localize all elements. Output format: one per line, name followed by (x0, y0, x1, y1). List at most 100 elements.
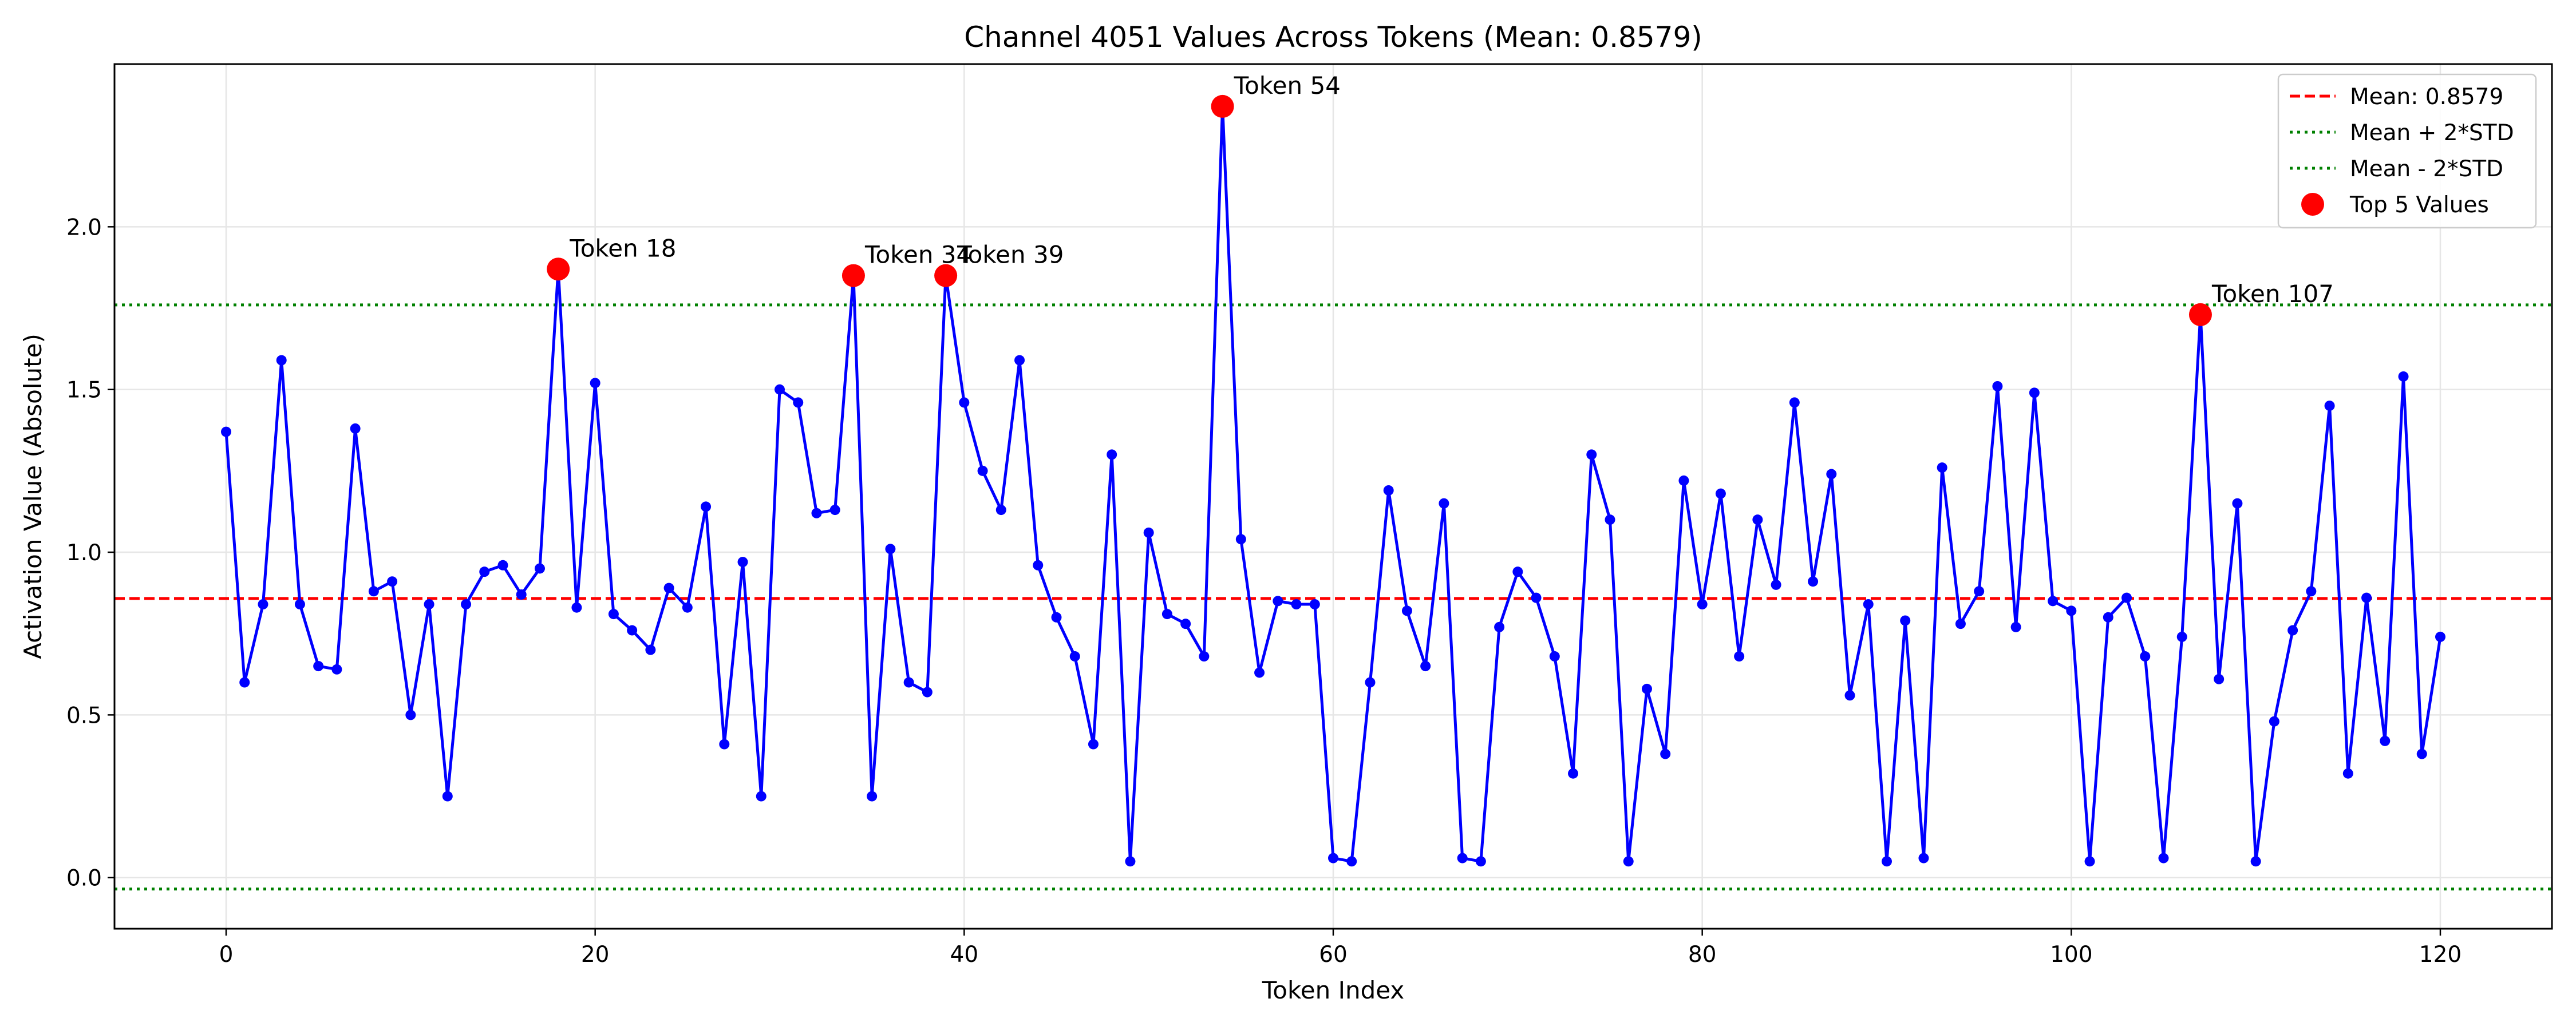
data-point (239, 677, 250, 688)
data-point (331, 664, 342, 675)
data-point (2416, 748, 2427, 759)
data-point (1125, 856, 1136, 867)
data-point (756, 791, 767, 802)
data-point (2250, 856, 2261, 867)
data-point (1180, 619, 1191, 629)
data-point (1881, 856, 1892, 867)
data-point (1107, 449, 1117, 460)
data-point (645, 644, 656, 655)
data-point (1328, 853, 1338, 863)
top-value-marker (841, 264, 865, 287)
data-point (1531, 592, 1542, 603)
data-point (1069, 651, 1080, 662)
data-point (2066, 605, 2077, 616)
data-point (1660, 748, 1671, 759)
data-point (627, 625, 638, 636)
data-point (1808, 576, 1819, 587)
data-point (221, 426, 232, 437)
data-point (1992, 381, 2003, 391)
y-tick-label: 2.0 (66, 215, 102, 240)
data-point (2361, 592, 2372, 603)
data-point (1235, 534, 1246, 545)
data-point (719, 739, 730, 750)
top-value-annotation: Token 107 (2211, 280, 2334, 308)
data-point (516, 589, 527, 600)
data-point (1309, 599, 1320, 610)
data-point (2342, 768, 2353, 779)
data-point (1291, 599, 1302, 610)
data-point (1383, 485, 1394, 496)
data-point (571, 602, 582, 613)
data-point (903, 677, 914, 688)
data-point (885, 544, 896, 554)
data-point (590, 378, 600, 389)
data-point (1752, 514, 1763, 525)
top-value-annotation: Token 39 (957, 241, 1064, 269)
x-tick-label: 0 (219, 942, 234, 968)
legend: Mean: 0.8579 Mean + 2*STD Mean - 2*STD Top … (2277, 73, 2537, 229)
data-point (1715, 488, 1726, 499)
data-point (1439, 498, 1449, 509)
data-point (1678, 475, 1689, 486)
data-point (405, 710, 416, 720)
data-point (1346, 856, 1357, 867)
data-point (2029, 387, 2040, 398)
legend-label: Mean - 2*STD (2350, 156, 2503, 182)
y-tick-label: 1.5 (66, 378, 102, 403)
data-point (258, 599, 268, 610)
legend-label: Mean + 2*STD (2350, 120, 2514, 146)
data-point (1955, 619, 1966, 629)
data-point (1365, 677, 1376, 688)
data-point (2103, 612, 2113, 623)
x-tick-label: 20 (581, 942, 610, 968)
data-point (1051, 612, 1062, 623)
x-tick-label: 100 (2050, 942, 2092, 968)
data-point (1568, 768, 1579, 779)
data-point (2435, 631, 2445, 642)
data-point (682, 602, 693, 613)
data-point (461, 599, 472, 610)
chart-title: Channel 4051 Values Across Tokens (Mean:… (964, 21, 1702, 54)
data-point (1974, 586, 1985, 597)
grid (114, 64, 2552, 929)
top-value-annotation: Token 18 (569, 234, 676, 262)
data-point (1512, 566, 1523, 577)
data-point (811, 508, 822, 518)
series (221, 101, 2445, 867)
data-point (534, 563, 545, 574)
top-value-annotation: Token 34 (864, 241, 971, 269)
legend-marker-swatch (2301, 193, 2324, 216)
data-point (608, 609, 619, 620)
data-point (829, 505, 840, 516)
top-value-annotation: Token 54 (1234, 72, 1341, 100)
data-point (1457, 853, 1468, 863)
data-point (350, 423, 361, 434)
data-point (2010, 621, 2021, 632)
data-point (1771, 579, 1781, 590)
data-point (1401, 605, 1412, 616)
data-point (1623, 856, 1634, 867)
data-point (1586, 449, 1597, 460)
x-tick-label: 80 (1688, 942, 1717, 968)
data-point (995, 505, 1006, 516)
data-point (368, 586, 379, 597)
data-point (1420, 661, 1431, 672)
data-point (2214, 674, 2225, 684)
top-value-marker (2188, 303, 2212, 326)
data-point (977, 465, 988, 476)
data-point (867, 791, 878, 802)
data-point (737, 557, 748, 568)
data-point (1254, 667, 1265, 678)
data-point (1937, 462, 1947, 473)
data-point (1199, 651, 1210, 662)
data-point (2084, 856, 2095, 867)
data-point (1014, 355, 1025, 366)
data-point (1826, 469, 1837, 480)
y-tick-label: 1.0 (66, 540, 102, 566)
legend-label: Mean: 0.8579 (2350, 84, 2503, 110)
data-point (2121, 592, 2132, 603)
data-point (1918, 853, 1929, 863)
data-point (1088, 739, 1099, 750)
data-point (1273, 596, 1283, 607)
